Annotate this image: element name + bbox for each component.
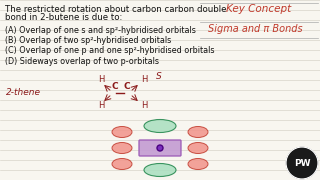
Ellipse shape xyxy=(188,143,208,154)
Text: C: C xyxy=(111,82,118,91)
Ellipse shape xyxy=(144,120,176,132)
Ellipse shape xyxy=(188,127,208,138)
Text: Sigma and π Bonds: Sigma and π Bonds xyxy=(208,24,302,34)
Text: S: S xyxy=(156,72,162,81)
Text: bond in 2-butene is due to:: bond in 2-butene is due to: xyxy=(5,13,122,22)
Text: H: H xyxy=(141,102,148,111)
Text: H: H xyxy=(141,75,148,84)
Text: PW: PW xyxy=(294,159,310,168)
FancyBboxPatch shape xyxy=(139,140,181,156)
Ellipse shape xyxy=(144,163,176,177)
Text: Key Concept: Key Concept xyxy=(226,4,292,14)
Text: (B) Overlap of two sp²-hybridised orbitals: (B) Overlap of two sp²-hybridised orbita… xyxy=(5,36,171,45)
Text: H: H xyxy=(98,75,104,84)
Ellipse shape xyxy=(188,159,208,170)
Circle shape xyxy=(286,147,318,179)
Ellipse shape xyxy=(112,143,132,154)
Ellipse shape xyxy=(112,127,132,138)
Text: The restricted rotation about carbon carbon double: The restricted rotation about carbon car… xyxy=(5,5,227,14)
Text: C: C xyxy=(124,82,131,91)
Text: (D) Sideways overlap of two p-orbitals: (D) Sideways overlap of two p-orbitals xyxy=(5,57,159,66)
Text: H: H xyxy=(98,102,104,111)
Text: 2-thene: 2-thene xyxy=(6,88,41,97)
Text: (C) Overlap of one p and one sp²-hybridised orbitals: (C) Overlap of one p and one sp²-hybridi… xyxy=(5,46,214,55)
Text: (A) Overlap of one s and sp²-hybridised orbitals: (A) Overlap of one s and sp²-hybridised … xyxy=(5,26,196,35)
Ellipse shape xyxy=(112,159,132,170)
Circle shape xyxy=(157,145,163,151)
